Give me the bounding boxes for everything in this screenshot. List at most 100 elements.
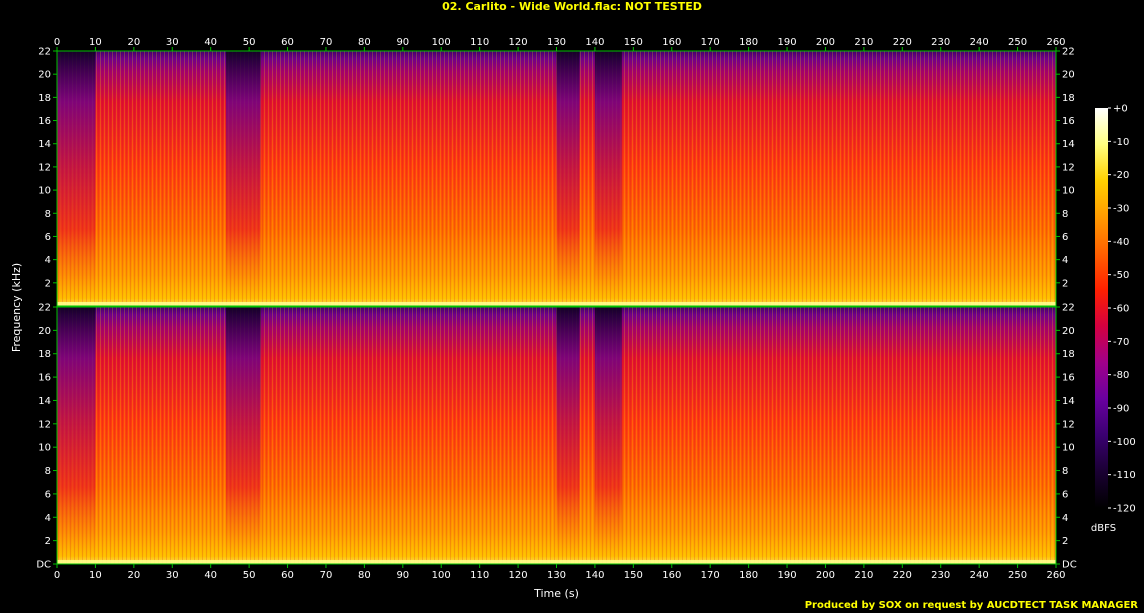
y-tick-label-left: 8: [45, 466, 51, 477]
x-tick-label-bottom: 130: [547, 570, 566, 581]
y-tick-label-right: 20: [1062, 70, 1075, 81]
quiet-region: [226, 307, 261, 564]
colorbar-tick-label: -50: [1113, 270, 1129, 281]
y-tick-label-right: 8: [1062, 209, 1068, 220]
colorbar-label: dBFS: [1091, 523, 1116, 534]
y-tick-label-left: 20: [38, 70, 51, 81]
y-tick-label-left: 22: [38, 303, 51, 314]
colorbar-tick-label: +0: [1113, 104, 1128, 115]
quiet-region: [556, 51, 580, 306]
quiet-region: [594, 51, 622, 306]
y-tick-label-left: 6: [45, 489, 51, 500]
x-tick-label-bottom: 10: [89, 570, 102, 581]
x-tick-label-bottom: 150: [624, 570, 643, 581]
y-tick-label-right: 12: [1062, 162, 1075, 173]
y-tick-label-right: 2: [1062, 536, 1068, 547]
x-tick-label-top: 220: [893, 37, 912, 48]
x-tick-label-bottom: 120: [509, 570, 528, 581]
y-tick-label-right: 22: [1062, 47, 1075, 58]
x-tick-label-bottom: 50: [243, 570, 256, 581]
y-tick-label-left: 2: [45, 278, 51, 289]
x-tick-label-bottom: 30: [166, 570, 179, 581]
x-tick-label-bottom: 140: [585, 570, 604, 581]
channel-panel-2: [56, 306, 1057, 565]
x-tick-label-bottom: 240: [970, 570, 989, 581]
quiet-region: [226, 51, 261, 306]
colorbar-scale: [1095, 108, 1108, 508]
y-tick-label-right: 10: [1062, 443, 1075, 454]
y-tick-label-right: 16: [1062, 373, 1075, 384]
y-tick-label-left: 4: [45, 513, 51, 524]
y-tick-label-left: 12: [38, 162, 51, 173]
x-tick-label-top: 100: [432, 37, 451, 48]
y-tick-label-left: 18: [38, 349, 51, 360]
x-tick-label-top: 120: [509, 37, 528, 48]
y-tick-label-right: 2: [1062, 278, 1068, 289]
x-tick-label-bottom: 0: [54, 570, 60, 581]
y-tick-label-left: 10: [38, 186, 51, 197]
x-tick-label-top: 110: [470, 37, 489, 48]
colorbar-tick-label: -30: [1113, 204, 1129, 215]
x-tick-label-top: 210: [854, 37, 873, 48]
y-tick-label-right: 10: [1062, 186, 1075, 197]
y-tick-label-right: 4: [1062, 255, 1068, 266]
x-tick-label-top: 40: [204, 37, 217, 48]
x-tick-label-bottom: 100: [432, 570, 451, 581]
x-tick-label-bottom: 210: [854, 570, 873, 581]
x-tick-label-bottom: 190: [777, 570, 796, 581]
colorbar-tick-label: -20: [1113, 170, 1129, 181]
x-tick-label-top: 130: [547, 37, 566, 48]
low-freq-band: [57, 302, 1056, 306]
colorbar-tick-label: -10: [1113, 137, 1129, 148]
x-tick-label-top: 170: [701, 37, 720, 48]
x-tick-label-bottom: 220: [893, 570, 912, 581]
x-tick-label-top: 190: [777, 37, 796, 48]
x-tick-label-top: 260: [1046, 37, 1065, 48]
quiet-region: [556, 307, 580, 564]
y-axis-label: Frequency (kHz): [10, 263, 23, 352]
x-tick-label-bottom: 110: [470, 570, 489, 581]
y-tick-label-left: 18: [38, 93, 51, 104]
colorbar-tick-label: -70: [1113, 337, 1129, 348]
low-freq-band: [57, 560, 1056, 564]
colorbar-tick-label: -110: [1113, 470, 1136, 481]
y-tick-label-left: DC: [36, 560, 51, 571]
y-tick-label-left: 22: [38, 47, 51, 58]
y-tick-label-left: 20: [38, 326, 51, 337]
y-tick-label-left: 2: [45, 536, 51, 547]
y-tick-label-right: 20: [1062, 326, 1075, 337]
x-tick-label-top: 0: [54, 37, 60, 48]
y-tick-label-right: 6: [1062, 232, 1068, 243]
x-tick-label-bottom: 80: [358, 570, 371, 581]
y-tick-label-right: 16: [1062, 116, 1075, 127]
x-tick-label-top: 90: [396, 37, 409, 48]
x-tick-label-top: 160: [662, 37, 681, 48]
y-tick-label-right: 6: [1062, 489, 1068, 500]
y-tick-label-right: 18: [1062, 349, 1075, 360]
y-tick-label-left: 12: [38, 419, 51, 430]
channel-panel-1: [56, 50, 1057, 307]
colorbar-tick-label: -60: [1113, 304, 1129, 315]
y-tick-label-right: 14: [1062, 139, 1075, 150]
colorbar-tick-label: -80: [1113, 370, 1129, 381]
x-tick-label-bottom: 40: [204, 570, 217, 581]
y-tick-label-right: 12: [1062, 419, 1075, 430]
x-tick-label-bottom: 260: [1046, 570, 1065, 581]
quiet-region: [57, 307, 96, 564]
x-tick-label-top: 20: [127, 37, 140, 48]
plot-area: [56, 50, 1057, 565]
colorbar: +0 -10 -20 -30 -40 -50 -60 -70 -80 -90 -100 -110 -12…: [1091, 104, 1136, 535]
x-tick-label-top: 10: [89, 37, 102, 48]
x-tick-label-bottom: 250: [1008, 570, 1027, 581]
y-tick-label-right: 18: [1062, 93, 1075, 104]
x-tick-label-bottom: 180: [739, 570, 758, 581]
x-tick-label-bottom: 60: [281, 570, 294, 581]
y-tick-label-left: 14: [38, 139, 51, 150]
x-tick-label-top: 60: [281, 37, 294, 48]
axes: 0 0 10 10 20 20 30 30 40 40 50 50 60 60 70 70 80 80 90 90 10…: [10, 37, 1077, 600]
x-tick-label-bottom: 230: [931, 570, 950, 581]
y-tick-label-left: 16: [38, 373, 51, 384]
y-tick-label-left: 4: [45, 255, 51, 266]
x-tick-label-top: 230: [931, 37, 950, 48]
